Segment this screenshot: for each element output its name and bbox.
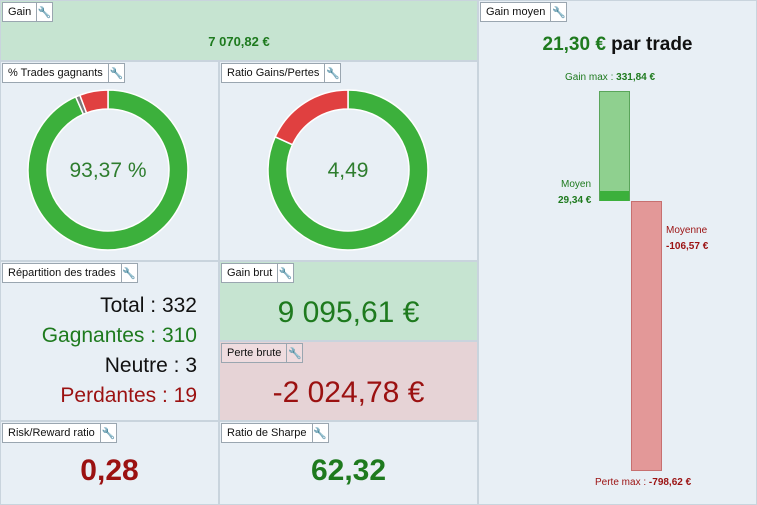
wrench-icon[interactable]: 🔧 <box>36 3 52 21</box>
perte-brute-panel: Perte brute 🔧 -2 024,78 € <box>219 341 478 421</box>
donut-slice-pertes <box>274 89 349 146</box>
donut-slice-gains <box>267 89 429 251</box>
gain-moyen-panel: Gain moyen 🔧 21,30 € par trade Gain max … <box>478 0 757 505</box>
wrench-icon[interactable]: 🔧 <box>311 424 328 442</box>
sharpe-value: 62,32 <box>310 454 387 487</box>
repartition-panel: Répartition des trades 🔧 Total : 332 Gag… <box>0 261 219 421</box>
repartition-total: Total : 332 <box>100 294 197 317</box>
wrench-icon[interactable]: 🔧 <box>277 264 293 282</box>
perte-brute-value: -2 024,78 € <box>272 376 425 409</box>
trades-gagnants-title: % Trades gagnants 🔧 <box>2 63 125 83</box>
repartition-neutre: Neutre : 3 <box>104 354 197 377</box>
gain-moyen-headline-suffix: par trade <box>605 34 693 55</box>
wrench-icon[interactable]: 🔧 <box>550 3 566 21</box>
wrench-icon[interactable]: 🔧 <box>286 344 302 362</box>
risk-reward-title: Risk/Reward ratio 🔧 <box>2 423 117 443</box>
risk-reward-panel: Risk/Reward ratio 🔧 0,28 <box>0 421 219 505</box>
ratio-gains-pertes-panel: Ratio Gains/Pertes 🔧 4,49 <box>219 61 478 261</box>
ratio-gains-pertes-title: Ratio Gains/Pertes 🔧 <box>221 63 342 83</box>
perte-max-label: Perte max : -798,62 € <box>595 477 692 488</box>
sharpe-panel: Ratio de Sharpe 🔧 62,32 <box>219 421 478 505</box>
moyen-value: 29,34 € <box>558 195 592 206</box>
gain-value: 7 070,82 € <box>208 34 270 49</box>
trades-gagnants-panel: % Trades gagnants 🔧 93,37 % <box>0 61 219 261</box>
wrench-icon[interactable]: 🔧 <box>120 264 137 282</box>
donut-slice-gagnantes <box>27 89 189 251</box>
ratio-gains-pertes-value: 4,49 <box>327 159 369 182</box>
sharpe-title: Ratio de Sharpe 🔧 <box>221 423 329 443</box>
repartition-gagnantes: Gagnantes : 310 <box>41 324 197 347</box>
trades-gagnants-value: 93,37 % <box>69 159 147 182</box>
perte-max-bar <box>631 201 662 471</box>
trades-gagnants-donut <box>27 89 189 251</box>
gain-max-bar <box>599 91 630 201</box>
gain-moyen-headline: 21,30 € par trade <box>479 34 756 56</box>
moyen-label: Moyen <box>561 179 592 190</box>
repartition-perdantes: Perdantes : 19 <box>60 384 197 407</box>
gain-moyen-title: Gain moyen 🔧 <box>480 2 568 22</box>
gain-panel: Gain 🔧 7 070,82 € <box>0 0 478 61</box>
moyen-gain-bar <box>600 191 629 201</box>
ratio-gains-pertes-donut <box>267 89 429 251</box>
wrench-icon[interactable]: 🔧 <box>99 424 116 442</box>
wrench-icon[interactable]: 🔧 <box>324 64 340 82</box>
donut-slice-perdantes <box>78 89 109 114</box>
gain-brut-title: Gain brut 🔧 <box>221 263 295 283</box>
repartition-title: Répartition des trades 🔧 <box>2 263 138 283</box>
risk-reward-value: 0,28 <box>80 454 139 487</box>
moyenne-value: -106,57 € <box>666 241 709 252</box>
gain-title: Gain 🔧 <box>2 2 54 22</box>
gain-brut-value: 9 095,61 € <box>277 296 420 329</box>
moyenne-label: Moyenne <box>666 225 708 236</box>
gain-max-label: Gain max : 331,84 € <box>565 72 656 83</box>
wrench-icon[interactable]: 🔧 <box>107 64 124 82</box>
perte-brute-title: Perte brute 🔧 <box>221 343 304 363</box>
gain-brut-panel: Gain brut 🔧 9 095,61 € <box>219 261 478 341</box>
gain-moyen-headline-value: 21,30 € <box>542 34 606 55</box>
